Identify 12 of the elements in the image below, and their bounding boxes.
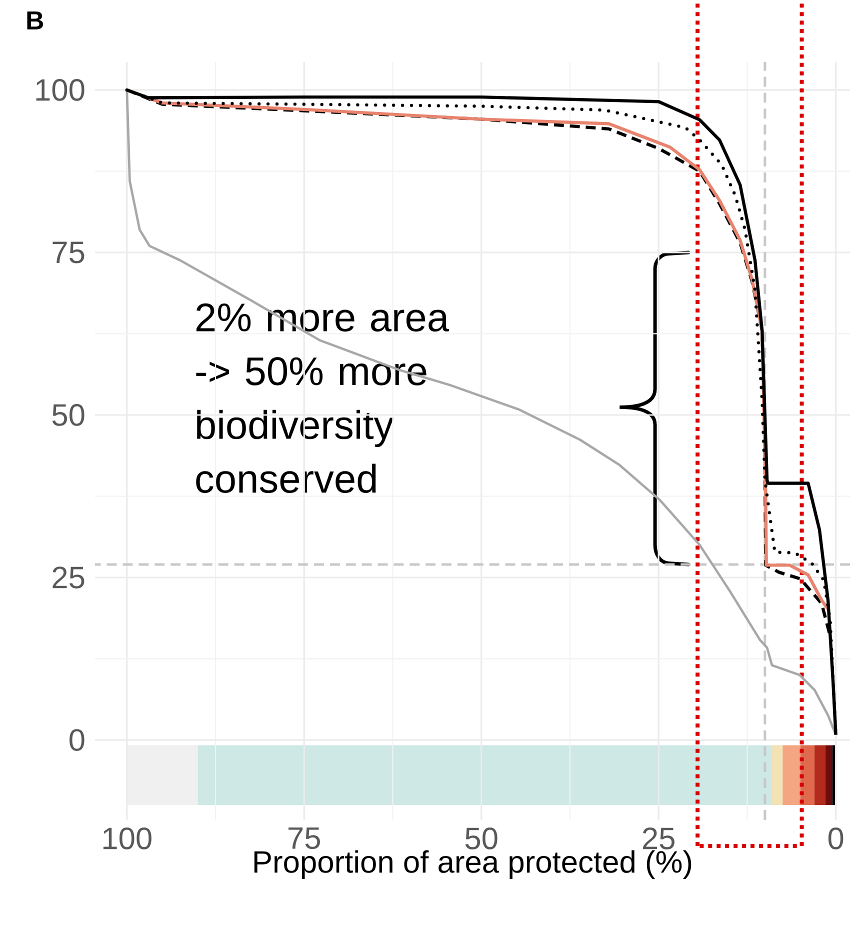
x-tick-label: 75 (288, 827, 320, 850)
y-tick-label: 75 (52, 242, 84, 264)
x-tick-label: 50 (465, 828, 498, 850)
x-axis-title: Proportion of area protected (%) (254, 850, 692, 880)
y-tick-label: 25 (52, 566, 84, 588)
chart-title: B (27, 12, 44, 30)
x-tick-label: 100 (103, 828, 152, 850)
x-tick-label: 0 (828, 828, 844, 850)
x-tick-label: 25 (642, 828, 674, 850)
y-tick-label: 100 (36, 79, 84, 101)
y-tick-label: 0 (70, 729, 84, 751)
y-tick-label: 50 (52, 404, 84, 426)
